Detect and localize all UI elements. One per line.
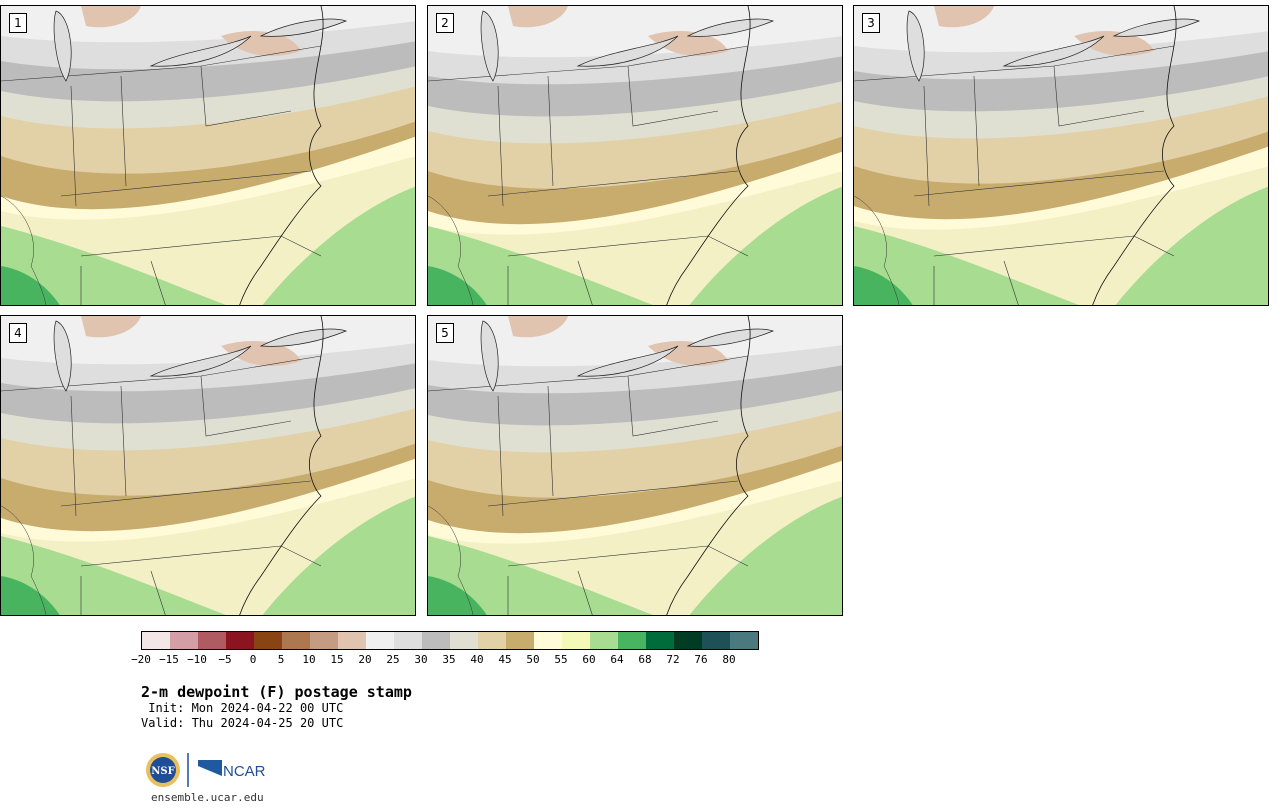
colorbar-tick: 15 bbox=[330, 653, 344, 666]
ensemble-member-panel-5: 5 bbox=[427, 315, 843, 616]
colorbar-tick: 68 bbox=[638, 653, 652, 666]
colorbar-tick: 20 bbox=[358, 653, 372, 666]
colorbar-bin-3 bbox=[226, 632, 254, 649]
colorbar-bin-6 bbox=[310, 632, 338, 649]
member-label: 4 bbox=[9, 323, 27, 343]
member-label: 3 bbox=[862, 13, 880, 33]
dewpoint-map-5 bbox=[428, 316, 842, 615]
colorbar-tick: 45 bbox=[498, 653, 512, 666]
dewpoint-map-4 bbox=[1, 316, 415, 615]
figure-title: 2-m dewpoint (F) postage stamp bbox=[141, 683, 412, 701]
ensemble-member-panel-1: 1 bbox=[0, 5, 416, 306]
colorbar-tick: 0 bbox=[249, 653, 257, 666]
colorbar-bin-11 bbox=[450, 632, 478, 649]
colorbar-bin-4 bbox=[254, 632, 282, 649]
colorbar-bin-1 bbox=[170, 632, 198, 649]
colorbar-bin-0 bbox=[142, 632, 170, 649]
dewpoint-map-3 bbox=[854, 6, 1268, 305]
colorbar-bin-18 bbox=[646, 632, 674, 649]
colorbar-bin-14 bbox=[534, 632, 562, 649]
colorbar-tick: 55 bbox=[554, 653, 568, 666]
member-label: 2 bbox=[436, 13, 454, 33]
svg-text:NSF: NSF bbox=[151, 766, 174, 777]
dewpoint-colorbar bbox=[141, 631, 759, 650]
colorbar-tick: −10 bbox=[187, 653, 207, 666]
colorbar-bin-12 bbox=[478, 632, 506, 649]
colorbar-bin-15 bbox=[562, 632, 590, 649]
dewpoint-map-1 bbox=[1, 6, 415, 305]
colorbar-tick: −5 bbox=[218, 653, 232, 666]
ncar-logo-icon: NCAR bbox=[198, 760, 266, 780]
nsf-ncar-logos: NSF NCAR bbox=[146, 753, 266, 787]
colorbar-tick: 80 bbox=[722, 653, 736, 666]
colorbar-bin-19 bbox=[674, 632, 702, 649]
colorbar-bin-20 bbox=[702, 632, 730, 649]
colorbar-bin-2 bbox=[198, 632, 226, 649]
colorbar-tick: 76 bbox=[694, 653, 708, 666]
colorbar-bin-16 bbox=[590, 632, 618, 649]
colorbar-tick: 5 bbox=[277, 653, 285, 666]
nsf-logo-icon: NSF bbox=[146, 753, 180, 787]
member-label: 1 bbox=[9, 13, 27, 33]
colorbar-tick-labels: −20 −15 −10 −5 0 5 10 15 20 25 30 35 40 45 50 55 60 64 68 7… bbox=[131, 653, 761, 667]
svg-text:NCAR: NCAR bbox=[223, 763, 266, 780]
colorbar-bin-5 bbox=[282, 632, 310, 649]
ensemble-member-panel-4: 4 bbox=[0, 315, 416, 616]
colorbar-bin-8 bbox=[366, 632, 394, 649]
colorbar-tick: 64 bbox=[610, 653, 624, 666]
colorbar-bin-10 bbox=[422, 632, 450, 649]
valid-time: Valid: Thu 2024-04-25 20 UTC bbox=[141, 716, 344, 730]
colorbar-tick: 40 bbox=[470, 653, 484, 666]
dewpoint-map-2 bbox=[428, 6, 842, 305]
colorbar-tick: −15 bbox=[159, 653, 179, 666]
colorbar-bin-13 bbox=[506, 632, 534, 649]
colorbar-bin-17 bbox=[618, 632, 646, 649]
colorbar-tick: −20 bbox=[131, 653, 151, 666]
colorbar-tick: 30 bbox=[414, 653, 428, 666]
member-label: 5 bbox=[436, 323, 454, 343]
colorbar-bin-21 bbox=[730, 632, 758, 649]
colorbar-tick: 25 bbox=[386, 653, 400, 666]
colorbar-tick: 60 bbox=[582, 653, 596, 666]
ensemble-member-panel-3: 3 bbox=[853, 5, 1269, 306]
site-url: ensemble.ucar.edu bbox=[151, 791, 264, 804]
colorbar-tick: 72 bbox=[666, 653, 680, 666]
init-time: Init: Mon 2024-04-22 00 UTC bbox=[141, 701, 344, 715]
colorbar-tick: 35 bbox=[442, 653, 456, 666]
ensemble-member-panel-2: 2 bbox=[427, 5, 843, 306]
colorbar-bin-7 bbox=[338, 632, 366, 649]
colorbar-bin-9 bbox=[394, 632, 422, 649]
colorbar-tick: 50 bbox=[526, 653, 540, 666]
colorbar-tick: 10 bbox=[302, 653, 316, 666]
